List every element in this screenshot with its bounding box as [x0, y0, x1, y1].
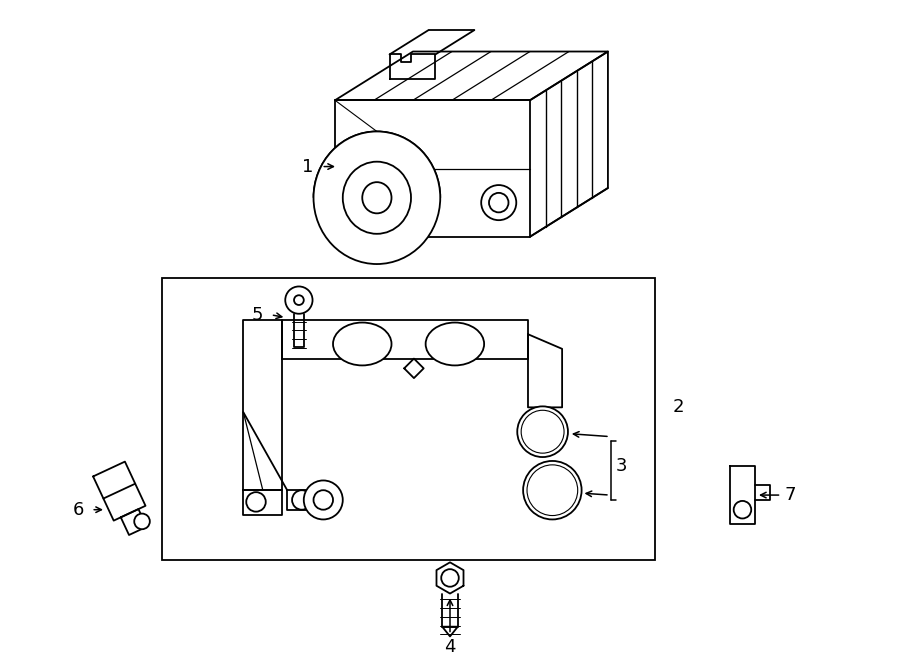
- Text: 1: 1: [302, 157, 313, 176]
- Ellipse shape: [363, 182, 392, 214]
- Circle shape: [535, 424, 551, 440]
- Circle shape: [518, 407, 568, 457]
- Text: 4: 4: [445, 639, 455, 656]
- Circle shape: [294, 295, 304, 305]
- Text: 6: 6: [73, 500, 85, 519]
- Circle shape: [734, 501, 752, 518]
- Circle shape: [292, 490, 311, 510]
- Ellipse shape: [343, 162, 411, 234]
- Circle shape: [247, 492, 266, 512]
- Text: 2: 2: [672, 399, 684, 416]
- Circle shape: [533, 471, 572, 510]
- Circle shape: [521, 410, 564, 453]
- Circle shape: [482, 185, 517, 220]
- Circle shape: [304, 481, 343, 520]
- Circle shape: [441, 569, 459, 587]
- Circle shape: [527, 416, 558, 447]
- Text: 5: 5: [251, 306, 263, 324]
- Circle shape: [285, 286, 312, 314]
- Ellipse shape: [313, 132, 440, 264]
- Bar: [162, 278, 654, 561]
- Circle shape: [527, 465, 578, 516]
- Circle shape: [313, 490, 333, 510]
- Text: 7: 7: [785, 486, 796, 504]
- Text: 3: 3: [616, 457, 627, 475]
- Circle shape: [544, 481, 561, 499]
- Ellipse shape: [333, 323, 392, 366]
- Circle shape: [489, 193, 508, 212]
- Circle shape: [134, 514, 149, 529]
- Circle shape: [523, 461, 581, 520]
- Ellipse shape: [426, 323, 484, 366]
